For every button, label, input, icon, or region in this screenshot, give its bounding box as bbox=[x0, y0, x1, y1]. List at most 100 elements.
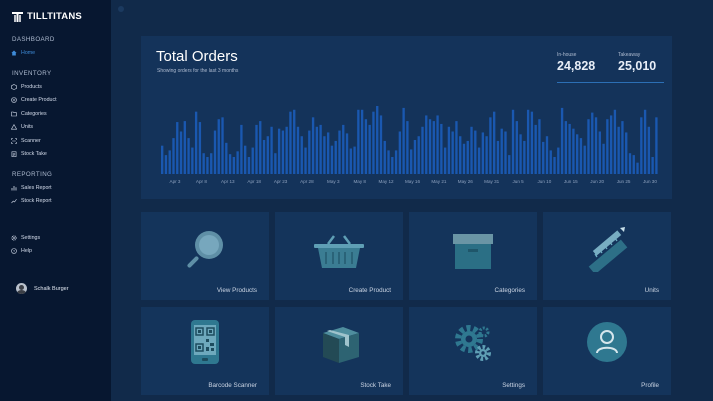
page-title: Total Orders bbox=[156, 48, 238, 65]
chart-bar bbox=[179, 131, 183, 174]
chart-bar bbox=[628, 153, 632, 174]
chart-bar bbox=[191, 147, 194, 174]
chart-bar bbox=[345, 133, 349, 174]
chart-bar bbox=[364, 119, 368, 174]
plus-circle-icon bbox=[11, 97, 17, 103]
user-circle-icon bbox=[587, 322, 627, 362]
chart-bar bbox=[387, 150, 390, 174]
card-barcode-scanner[interactable]: Barcode Scanner bbox=[141, 307, 269, 395]
chart-bar bbox=[587, 119, 590, 174]
chart-bar bbox=[247, 157, 251, 174]
x-tick-label: May 12 bbox=[379, 179, 395, 184]
card-categories[interactable]: Categories bbox=[409, 212, 537, 300]
x-tick-label: Jun 15 bbox=[564, 179, 578, 184]
chart-bar bbox=[319, 124, 322, 174]
sidebar-item-label: Stock Take bbox=[21, 151, 47, 157]
sidebar-item-settings[interactable]: Settings bbox=[11, 235, 40, 241]
sidebar-item-label: Help bbox=[21, 248, 32, 254]
sidebar-item-stock-take[interactable]: Stock Take bbox=[11, 151, 47, 157]
chart-bar bbox=[432, 121, 435, 174]
card-stock-take[interactable]: Stock Take bbox=[275, 307, 403, 395]
chart-bar bbox=[394, 150, 398, 174]
chart-bar bbox=[281, 130, 285, 174]
brand-logo[interactable]: TILLTITANS bbox=[12, 11, 82, 22]
sidebar-item-help[interactable]: ? Help bbox=[11, 248, 32, 254]
x-tick-label: Jun 25 bbox=[617, 179, 631, 184]
x-tick-label: Apr 8 bbox=[196, 179, 207, 184]
in-house-value: 24,828 bbox=[557, 59, 596, 73]
card-units[interactable]: Units bbox=[543, 212, 671, 300]
chart-bar bbox=[545, 136, 549, 174]
chart-bar bbox=[425, 115, 428, 174]
chart-bar bbox=[398, 131, 402, 174]
chart-bar bbox=[636, 162, 639, 174]
chart-bar bbox=[500, 128, 503, 174]
sidebar-item-units[interactable]: Units bbox=[11, 124, 33, 130]
x-tick-label: May 3 bbox=[327, 179, 340, 184]
chart-bar bbox=[402, 107, 405, 174]
user-profile[interactable]: Schalk Burger bbox=[16, 283, 69, 294]
chart-bar bbox=[262, 140, 266, 174]
sidebar-item-label: Create Product bbox=[21, 97, 57, 103]
chart-bar bbox=[300, 136, 303, 174]
chart-bar bbox=[251, 147, 254, 174]
x-tick-label: Jun 5 bbox=[512, 179, 524, 184]
storage-box-icon bbox=[453, 234, 493, 269]
chart-bar bbox=[311, 117, 315, 174]
x-tick-label: May 16 bbox=[405, 179, 421, 184]
card-label: Categories bbox=[494, 287, 525, 294]
sidebar-item-label: Scanner bbox=[21, 138, 41, 144]
chart-bar bbox=[240, 124, 243, 174]
chart-bar bbox=[643, 109, 647, 174]
sidebar-item-create-product[interactable]: Create Product bbox=[11, 97, 57, 103]
chart-bar bbox=[417, 136, 420, 174]
basket-icon bbox=[314, 235, 364, 268]
orders-bar-chart: Apr 3 Apr 8 Apr 13 Apr 18 Apr 23 Apr 28 May 3 M… bbox=[161, 106, 658, 184]
chart-bar bbox=[349, 148, 352, 174]
chart-bar bbox=[228, 154, 232, 174]
avatar bbox=[16, 283, 27, 294]
total-orders-panel: Total Orders Showing orders for the last… bbox=[141, 36, 672, 199]
x-tick-label: Jun 10 bbox=[538, 179, 552, 184]
chart-bar bbox=[206, 157, 209, 174]
card-profile[interactable]: Profile bbox=[543, 307, 671, 395]
in-house-label: In-house bbox=[557, 52, 577, 58]
sidebar-item-products[interactable]: Products bbox=[11, 84, 42, 90]
sidebar-item-stock-report[interactable]: Stock Report bbox=[11, 198, 52, 204]
chart-bar bbox=[323, 136, 326, 174]
card-settings[interactable]: Settings bbox=[409, 307, 537, 395]
chart-bar bbox=[519, 134, 522, 174]
chart-bar bbox=[617, 126, 620, 174]
x-tick-label: Apr 28 bbox=[300, 179, 314, 184]
chart-bar bbox=[436, 115, 439, 174]
x-tick-label: May 21 bbox=[431, 179, 447, 184]
svg-text:?: ? bbox=[13, 249, 16, 254]
chart-bar bbox=[591, 112, 594, 174]
chart-bar bbox=[455, 121, 458, 174]
chart-bar bbox=[496, 140, 500, 174]
chart-bar bbox=[511, 109, 515, 174]
folder-icon bbox=[11, 111, 17, 117]
menu-toggle-icon[interactable] bbox=[118, 6, 124, 12]
sidebar-item-label: Sales Report bbox=[21, 185, 52, 191]
sidebar-item-categories[interactable]: Categories bbox=[11, 111, 47, 117]
chart-bar bbox=[187, 138, 190, 174]
chart-bar bbox=[598, 131, 601, 174]
takeaway-label: Takeaway bbox=[618, 52, 641, 58]
chart-bar bbox=[368, 124, 371, 174]
chart-bar bbox=[526, 109, 530, 174]
package-icon bbox=[323, 327, 359, 363]
card-create-product[interactable]: Create Product bbox=[275, 212, 403, 300]
sidebar-item-home[interactable]: Home bbox=[11, 50, 35, 56]
chart-bar bbox=[274, 153, 277, 174]
chart-bar bbox=[428, 119, 432, 174]
card-view-products[interactable]: View Products bbox=[141, 212, 269, 300]
chart-bar bbox=[508, 155, 511, 174]
chart-bar bbox=[255, 124, 258, 174]
chart-bar bbox=[530, 111, 534, 174]
x-tick-label: Jun 20 bbox=[590, 179, 604, 184]
sidebar-item-sales-report[interactable]: Sales Report bbox=[11, 185, 52, 191]
chart-bar bbox=[560, 107, 564, 174]
chart-bar bbox=[259, 121, 262, 174]
sidebar-item-scanner[interactable]: Scanner bbox=[11, 138, 41, 144]
